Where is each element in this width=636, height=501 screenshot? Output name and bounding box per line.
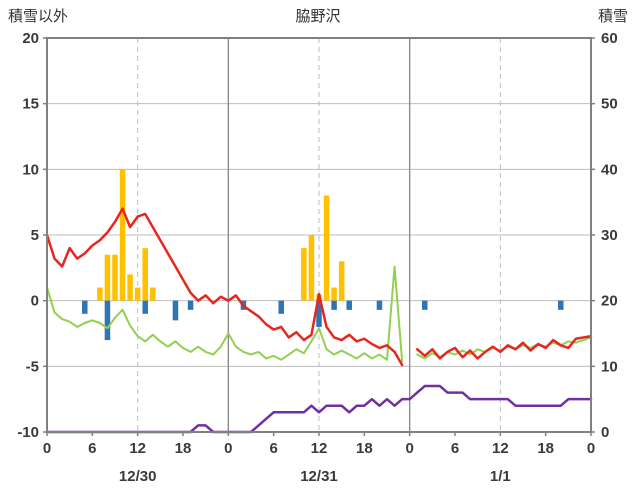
blue-bars (82, 300, 564, 341)
hour-tick-label: 6 (269, 440, 277, 457)
right-axis-tick-label: 10 (601, 358, 618, 375)
hour-tick-label: 18 (537, 440, 554, 457)
left-axis-tick-label: 5 (31, 227, 39, 244)
left-axis-title: 積雪以外 (8, 8, 69, 25)
station-title: 脇野沢 (295, 8, 341, 25)
right-axis-tick-label: 20 (601, 293, 618, 310)
hour-tick-label: 12 (129, 440, 146, 457)
axis-ticks (43, 37, 595, 436)
red-line (45, 207, 593, 367)
left-axis-tick-label: 0 (31, 293, 39, 310)
date-label: 12/31 (300, 468, 338, 485)
hour-tick-label: 6 (451, 440, 459, 457)
hour-tick-label: 0 (405, 440, 413, 457)
right-axis-tick-label: 60 (601, 30, 618, 47)
date-label: 1/1 (490, 468, 511, 485)
right-axis-title: 積雪 (597, 8, 628, 25)
gridlines (47, 37, 591, 433)
left-axis-tick-label: 10 (22, 161, 39, 178)
hour-tick-label: 12 (311, 440, 328, 457)
hour-tick-label: 18 (175, 440, 192, 457)
header-row: 積雪以外 脇野沢 積雪 (0, 5, 636, 27)
hour-tick-label: 12 (492, 440, 509, 457)
right-axis-tick-label: 30 (601, 227, 618, 244)
left-axis-tick-label: 20 (22, 30, 39, 47)
hour-tick-label: 0 (587, 440, 595, 457)
left-axis-tick-label: -5 (26, 358, 39, 375)
left-axis-tick-label: 15 (22, 96, 39, 113)
right-axis-tick-label: 40 (601, 161, 618, 178)
right-axis-tick-label: 0 (601, 424, 609, 441)
date-label: 12/30 (119, 468, 157, 485)
left-axis-tick-label: -10 (17, 424, 39, 441)
hour-tick-label: 0 (43, 440, 51, 457)
right-axis-tick-label: 50 (601, 96, 618, 113)
hour-tick-label: 18 (356, 440, 373, 457)
hour-tick-label: 6 (88, 440, 96, 457)
hour-tick-label: 0 (224, 440, 232, 457)
orange-bars (97, 169, 345, 301)
